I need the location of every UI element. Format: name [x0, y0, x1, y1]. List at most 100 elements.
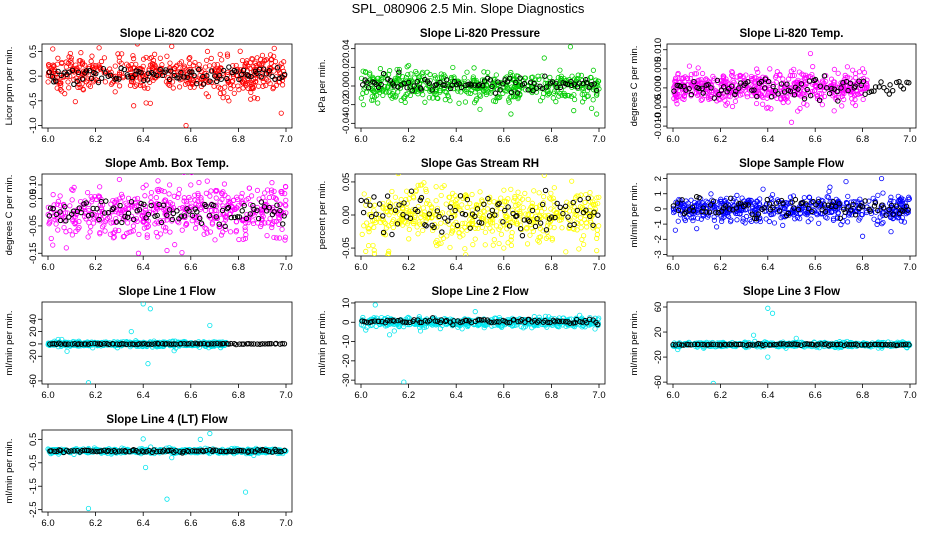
data-point [673, 95, 679, 101]
y-tick-label: -1.0 [28, 117, 39, 133]
fit-point [898, 83, 904, 89]
data-point [718, 198, 724, 205]
data-point [98, 216, 105, 222]
fit-point [389, 231, 395, 238]
data-point [581, 241, 587, 248]
data-point [186, 56, 192, 62]
data-point [141, 225, 147, 231]
data-point [484, 216, 490, 222]
fit-point [422, 76, 428, 83]
data-point [549, 235, 555, 242]
data-point [451, 221, 457, 227]
fit-point [795, 206, 802, 213]
outlier-point [183, 122, 189, 128]
data-point [681, 202, 687, 209]
outlier-point [594, 111, 600, 117]
data-point [144, 234, 150, 240]
data-point [831, 66, 838, 73]
panel-title: Slope Amb. Box Temp. [105, 158, 229, 170]
data-point [137, 82, 143, 88]
x-tick-label: 6.6 [809, 134, 822, 145]
data-point [803, 72, 809, 78]
data-point [698, 80, 704, 86]
fit-point [532, 223, 539, 230]
data-point [446, 221, 452, 227]
data-point [118, 191, 125, 197]
data-point [594, 80, 600, 87]
fit-point [368, 213, 375, 220]
outlier-point [807, 50, 814, 57]
data-point [805, 219, 811, 225]
data-point [525, 211, 531, 217]
panel-title: Slope Gas Stream RH [421, 158, 539, 170]
data-point [787, 194, 794, 200]
fit-point [836, 201, 842, 207]
data-point [445, 92, 451, 99]
fit-point [681, 210, 688, 217]
data-point [508, 186, 514, 192]
fit-point [88, 75, 95, 82]
data-point [392, 194, 398, 200]
fit-point [745, 202, 751, 208]
data-point [167, 229, 173, 235]
data-point [446, 210, 452, 216]
data-point [132, 200, 138, 206]
data-point [282, 183, 289, 190]
fit-point [380, 70, 387, 77]
data-point [675, 218, 681, 224]
data-point [589, 105, 595, 111]
data-point [755, 85, 761, 91]
data-point [220, 229, 226, 235]
fit-point [166, 207, 173, 213]
fit-point [194, 80, 200, 87]
fit-point [113, 75, 120, 82]
data-point [449, 228, 455, 234]
data-point [367, 72, 373, 78]
data-point [796, 69, 802, 75]
data-point [140, 63, 146, 69]
fit-point [46, 69, 52, 75]
data-point [279, 226, 285, 232]
fit-point [169, 216, 176, 223]
fit-point [801, 96, 808, 102]
data-point [89, 53, 95, 59]
data-point [559, 225, 565, 231]
data-point [207, 229, 214, 235]
data-point [175, 69, 181, 75]
data-point [850, 67, 856, 73]
y-axis-label: ml/min per min. [4, 311, 15, 376]
data-point [115, 51, 121, 57]
data-point [154, 187, 160, 193]
fit-point [878, 79, 884, 85]
data-point [858, 211, 865, 218]
data-point [259, 216, 265, 222]
data-point [189, 174, 194, 176]
fit-point [852, 83, 858, 89]
y-tick-label: -1 [653, 220, 664, 228]
data-point [365, 243, 372, 249]
data-point [228, 85, 234, 92]
data-point [422, 99, 428, 105]
data-point [236, 236, 242, 243]
fit-point [233, 68, 239, 75]
data-point [404, 64, 410, 70]
fit-point [557, 84, 564, 91]
data-point [856, 69, 863, 75]
data-point [97, 231, 103, 237]
data-point [223, 226, 229, 233]
x-tick-label: 6.8 [856, 134, 869, 145]
data-point [241, 78, 248, 84]
y-tick-label: 0.00 [341, 77, 352, 96]
data-point [714, 224, 720, 230]
fit-point [178, 213, 184, 219]
fit-point [497, 87, 503, 93]
data-point [566, 225, 572, 232]
data-point [524, 241, 531, 247]
data-point [157, 55, 163, 61]
data-point [800, 72, 807, 78]
x-tick-label: 6.4 [137, 262, 150, 273]
fit-point [775, 91, 781, 97]
data-point [375, 75, 381, 81]
data-point [441, 72, 447, 78]
data-point [209, 221, 215, 227]
